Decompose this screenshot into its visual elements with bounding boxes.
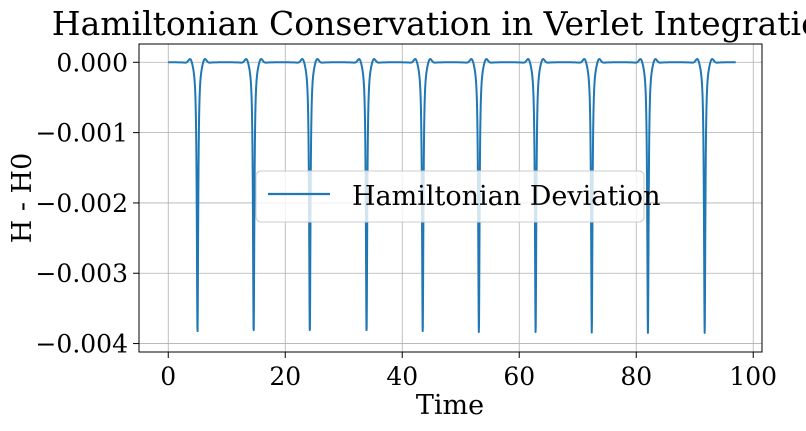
x-tick-label: 20 (269, 362, 301, 391)
y-tick-label: −0.004 (35, 330, 128, 359)
plot-frame (138, 43, 763, 353)
x-tick-label: 80 (620, 362, 652, 391)
series-layer (167, 58, 737, 334)
x-axis-ticks: 0 20 40 60 80 100 (160, 352, 777, 391)
legend-box (255, 170, 645, 223)
legend-label: Hamiltonian Deviation (352, 181, 660, 212)
y-tick-label: −0.002 (35, 189, 128, 218)
y-axis-label: H - H0 (7, 153, 38, 244)
x-tick-label: 100 (729, 362, 777, 391)
x-tick-label: 60 (503, 362, 535, 391)
legend: Hamiltonian Deviation (255, 170, 660, 223)
x-tick-label: 0 (160, 362, 176, 391)
y-tick-label: −0.001 (35, 119, 128, 148)
x-tick-label: 40 (386, 362, 418, 391)
series-line (167, 58, 737, 334)
chart-title: Hamiltonian Conservation in Verlet Integ… (52, 4, 806, 43)
y-tick-label: 0.000 (56, 48, 128, 77)
x-axis-label: Time (416, 390, 484, 421)
y-tick-label: −0.003 (35, 259, 128, 288)
y-axis-ticks: 0.000 −0.001 −0.002 −0.003 −0.004 (35, 48, 139, 359)
